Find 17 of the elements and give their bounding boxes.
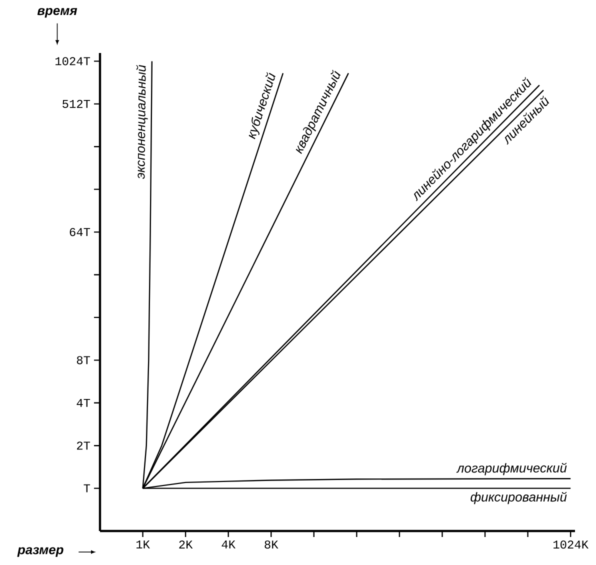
y-axis-title: время	[37, 8, 78, 18]
x-tick-label: 4K	[222, 540, 236, 548]
x-tick-label: 1024K	[554, 540, 588, 549]
y-tick-label: 1024T	[55, 57, 90, 66]
y-tick-label: 4T	[76, 398, 90, 407]
x-tick-label: 1K	[136, 540, 150, 548]
y-tick-label: 2T	[77, 442, 90, 450]
series-label: фиксированный	[470, 492, 567, 504]
x-tick-label: 8K	[264, 540, 278, 549]
x-tick-label: 2K	[179, 540, 193, 549]
series-label: логарифмический	[456, 462, 567, 476]
y-tick-label: 8T	[76, 356, 90, 364]
y-tick-label: 64T	[70, 228, 90, 236]
text: экспоненциальный	[136, 64, 148, 179]
x-axis-title: размер	[17, 547, 64, 557]
y-tick-label: 512T	[62, 100, 90, 108]
y-tick-label: T	[84, 484, 90, 492]
